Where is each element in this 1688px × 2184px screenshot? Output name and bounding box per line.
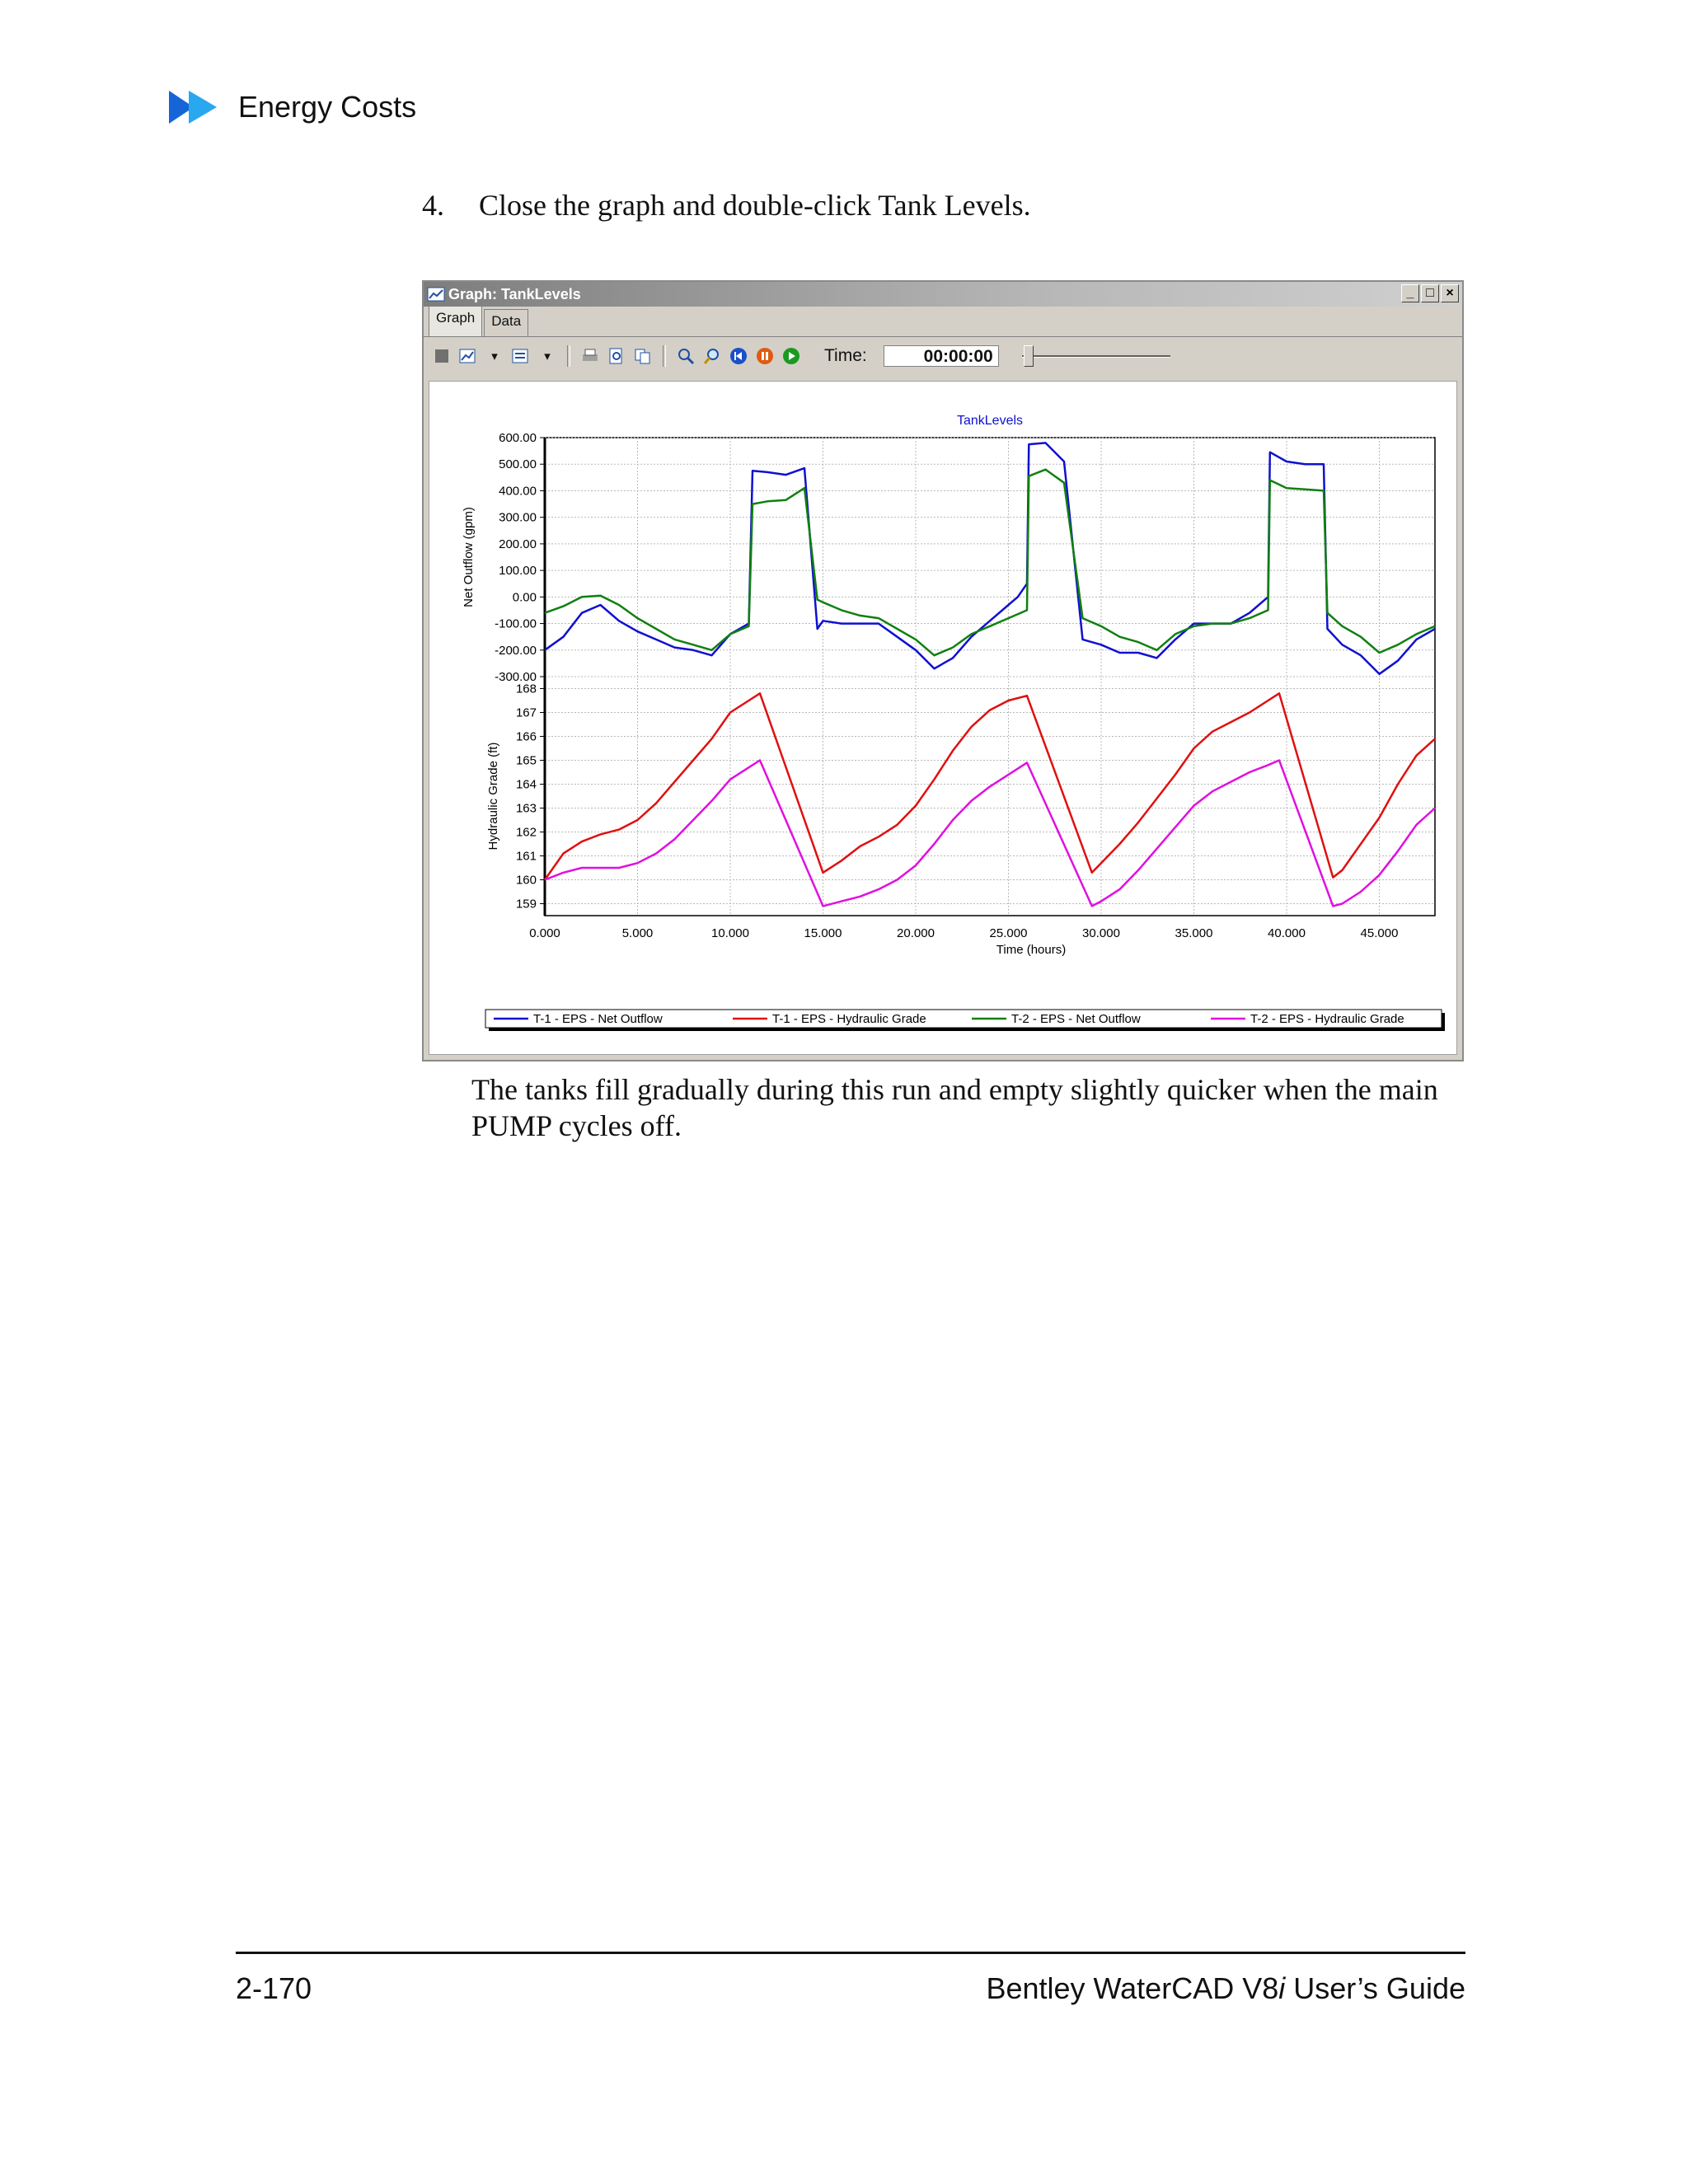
y-tick-label: 159 [516, 898, 537, 912]
x-tick-label: 30.000 [1082, 926, 1120, 940]
y-tick-label: 300.00 [499, 511, 537, 525]
footer-title-prefix: Bentley WaterCAD V8 [986, 1971, 1279, 2005]
series-line-2 [543, 692, 1436, 881]
legend-label: T-2 - EPS - Net Outflow [1011, 1012, 1141, 1026]
time-slider[interactable] [1021, 344, 1170, 368]
x-tick-label: 40.000 [1268, 926, 1306, 940]
x-tick-label: 35.000 [1175, 926, 1213, 940]
graph-window: Graph: TankLevels _ □ × Graph Data ▾ ▾ T… [422, 280, 1464, 1062]
copy-icon[interactable] [633, 346, 653, 366]
footer-title-italic: i [1278, 1971, 1286, 2005]
y-tick-label: -100.00 [495, 617, 537, 631]
tab-data[interactable]: Data [484, 309, 529, 336]
y-tick-label: 100.00 [499, 564, 537, 578]
x-tick-label: 45.000 [1361, 926, 1399, 940]
y-tick-label: 400.00 [499, 484, 537, 498]
x-tick-label: 0.000 [529, 926, 560, 940]
y-tick-label: -300.00 [495, 670, 537, 684]
y-tick-label: 500.00 [499, 457, 537, 471]
close-button[interactable]: × [1441, 284, 1459, 302]
graph-toolbar: ▾ ▾ Time: 00:00:00 [424, 337, 1462, 375]
y-tick-label: 166 [516, 730, 537, 744]
time-label: Time: [824, 346, 867, 365]
x-tick-label: 20.000 [897, 926, 935, 940]
caption-paragraph: The tanks fill gradually during this run… [471, 1073, 1438, 1142]
x-axis-label: Time (hours) [996, 943, 1066, 957]
legend-label: T-1 - EPS - Hydraulic Grade [772, 1012, 926, 1026]
legend-label: T-2 - EPS - Hydraulic Grade [1250, 1012, 1404, 1026]
y-tick-label: 163 [516, 802, 537, 816]
y-tick-label: -200.00 [495, 644, 537, 658]
chart-options-icon[interactable] [458, 346, 478, 366]
dropdown-arrow-icon[interactable]: ▾ [544, 349, 551, 363]
dropdown-arrow-icon[interactable]: ▾ [491, 349, 498, 363]
pause-icon[interactable] [755, 346, 775, 366]
tab-graph[interactable]: Graph [429, 306, 483, 336]
double-arrow-icon [169, 91, 217, 124]
footer-title-suffix: User’s Guide [1285, 1971, 1465, 2005]
y-tick-label: 200.00 [499, 537, 537, 551]
series-line-3 [544, 468, 1436, 657]
page-number: 2-170 [236, 1971, 312, 2005]
y-tick-label: 600.00 [499, 431, 537, 445]
footer-rule [236, 1952, 1465, 1954]
time-field[interactable]: 00:00:00 [883, 345, 999, 367]
zoom-icon[interactable] [702, 346, 722, 366]
chart-title: TankLevels [957, 414, 1023, 428]
y-tick-label: 164 [516, 778, 537, 792]
toolbar-separator [567, 345, 570, 367]
step-text: Close the graph and double-click Tank Le… [479, 189, 1031, 222]
x-tick-label: 15.000 [804, 926, 842, 940]
toolbar-separator [663, 345, 666, 367]
print-preview-icon[interactable] [607, 346, 626, 366]
y-axis-label: Net Outflow (gpm) [462, 507, 476, 607]
step-instruction: 4. Close the graph and double-click Tank… [422, 188, 1031, 223]
y-tick-label: 167 [516, 706, 537, 720]
y-tick-label: 168 [516, 682, 537, 696]
tank-levels-chart: TankLevels 0.000 5.000 10.000 15.000 20.000 25… [462, 414, 1445, 1031]
page-header: Energy Costs [169, 89, 416, 125]
slider-thumb[interactable] [1023, 345, 1034, 367]
maximize-button[interactable]: □ [1421, 284, 1439, 302]
print-icon[interactable] [580, 346, 600, 366]
series-list-icon[interactable] [511, 346, 531, 366]
section-title: Energy Costs [238, 90, 417, 124]
step-number: 4. [422, 189, 444, 222]
minimize-button[interactable]: _ [1401, 284, 1419, 302]
x-tick-label: 25.000 [990, 926, 1028, 940]
y-tick-label: 165 [516, 754, 537, 768]
window-tabs: Graph Data [424, 306, 1462, 337]
stop-icon[interactable] [432, 346, 452, 366]
window-controls: _ □ × [1401, 284, 1459, 302]
series-line-4 [544, 759, 1436, 907]
rewind-icon[interactable] [729, 346, 748, 366]
x-tick-label: 10.000 [711, 926, 749, 940]
slider-track [1021, 355, 1170, 358]
y-tick-label: 0.00 [513, 590, 537, 604]
window-title: Graph: TankLevels [448, 285, 581, 302]
y-tick-label: 161 [516, 850, 537, 864]
play-icon[interactable] [781, 346, 801, 366]
legend-label: T-1 - EPS - Net Outflow [533, 1012, 663, 1026]
plot-area: TankLevels 0.000 5.000 10.000 15.000 20.000 25… [429, 381, 1457, 1055]
graph-icon [427, 287, 445, 302]
window-titlebar[interactable]: Graph: TankLevels _ □ × [424, 282, 1462, 307]
series-line-1 [544, 442, 1436, 676]
footer-title: Bentley WaterCAD V8i User’s Guide [986, 1971, 1465, 2006]
y-tick-label: 162 [516, 826, 537, 840]
y-axis-label: Hydraulic Grade (ft) [486, 743, 500, 851]
zoom-extents-icon[interactable] [676, 346, 696, 366]
legend-box [485, 1009, 1442, 1029]
x-tick-label: 5.000 [622, 926, 654, 940]
y-tick-label: 160 [516, 874, 537, 888]
